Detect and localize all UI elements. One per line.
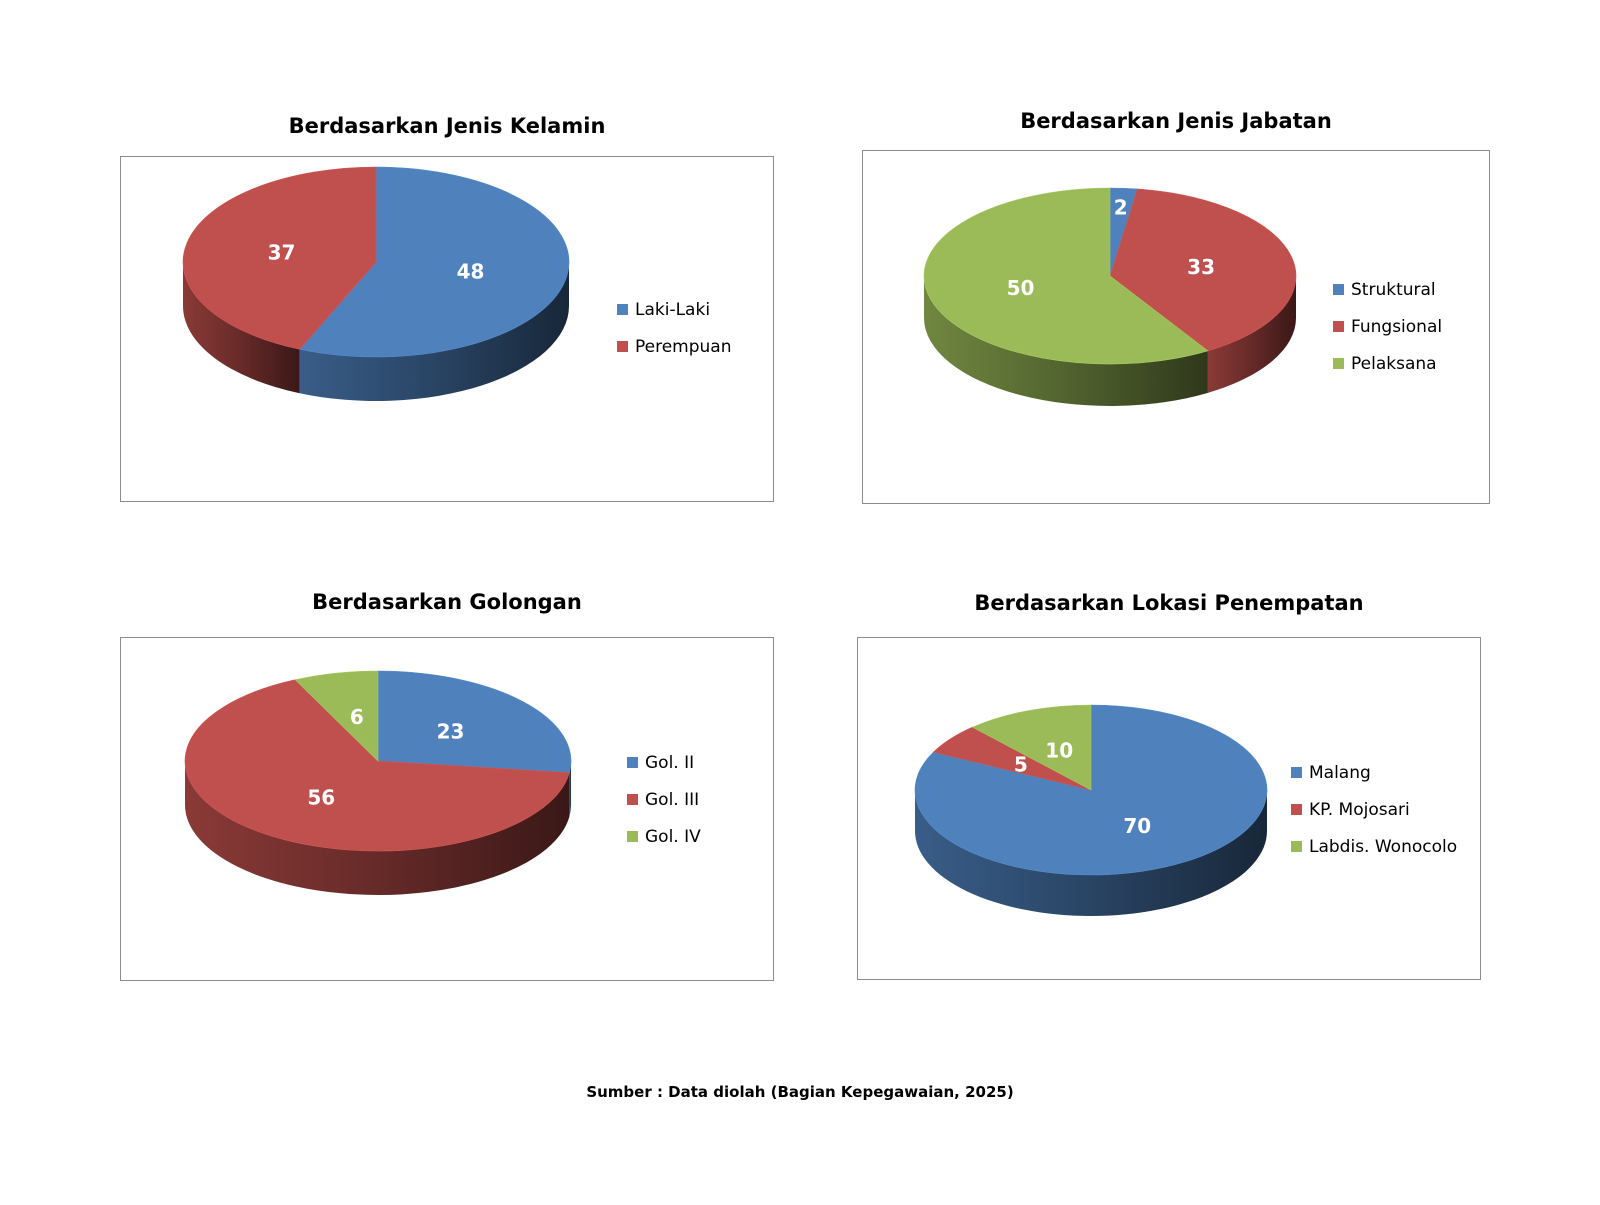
pie-slice-gol-iv: [294, 670, 379, 762]
data-label-perempuan: 37: [268, 240, 296, 264]
pie-chart-golongan: 23 56 6: [184, 670, 572, 895]
legend-item-labdis-wonocolo: Labdis. Wonocolo: [1291, 828, 1457, 865]
legend-item-fungsional: Fungsional: [1333, 308, 1442, 345]
legend-label: Fungsional: [1351, 316, 1443, 337]
pie-side-gol-ii: [569, 761, 571, 817]
data-label-gol-ii: 23: [437, 719, 465, 743]
legend-swatch: [1333, 358, 1344, 369]
pie-slice-laki-laki: [299, 166, 570, 358]
legend-swatch: [1333, 284, 1344, 295]
pie-slice-gol-ii: [377, 670, 572, 773]
legend-label: Labdis. Wonocolo: [1309, 836, 1458, 857]
legend-label: Gol. II: [645, 752, 695, 773]
legend-label: KP. Mojosari: [1309, 799, 1410, 820]
legend-item-struktural: Struktural: [1333, 271, 1442, 308]
legend-swatch: [627, 794, 638, 805]
chart-panel-jenis-jabatan: 2 33 50 Struktural Fungsional Pelaksana: [862, 150, 1490, 504]
legend-item-kp-mojosari: KP. Mojosari: [1291, 791, 1457, 828]
pie-side-gol-iii: [185, 761, 570, 895]
legend-label: Perempuan: [635, 336, 732, 357]
legend-item-gol-iv: Gol. IV: [627, 818, 701, 855]
pie-side-perempuan: [183, 262, 300, 394]
pie-chart-lokasi-penempatan: 70 5 10: [914, 704, 1268, 916]
legend-jenis-kelamin: Laki-Laki Perempuan: [617, 291, 732, 365]
legend-swatch: [617, 341, 628, 352]
pie-slice-pelaksana: [923, 187, 1209, 365]
data-label-gol-iii: 56: [307, 785, 335, 809]
legend-item-gol-ii: Gol. II: [627, 744, 701, 781]
legend-item-perempuan: Perempuan: [617, 328, 732, 365]
legend-swatch: [617, 304, 628, 315]
pie-side-laki-laki: [299, 262, 569, 401]
legend-label: Struktural: [1351, 279, 1436, 300]
data-label-labdis-wonocolo: 10: [1045, 738, 1073, 762]
legend-label: Gol. IV: [645, 826, 701, 847]
data-label-pelaksana: 50: [1007, 276, 1035, 300]
legend-label: Pelaksana: [1351, 353, 1437, 374]
chart-panel-jenis-kelamin: 48 37 Laki-Laki Perempuan: [120, 156, 774, 502]
data-label-laki-laki: 48: [457, 260, 485, 284]
data-label-kp-mojosari: 5: [1014, 752, 1028, 776]
data-label-struktural: 2: [1114, 196, 1128, 220]
source-note: Sumber : Data diolah (Bagian Kepegawaian…: [586, 1083, 1014, 1101]
pie-slice-fungsional: [1109, 188, 1297, 352]
legend-label: Gol. III: [645, 789, 700, 810]
legend-item-pelaksana: Pelaksana: [1333, 345, 1442, 382]
legend-swatch: [627, 757, 638, 768]
legend-jenis-jabatan: Struktural Fungsional Pelaksana: [1333, 271, 1442, 382]
pie-side-pelaksana: [924, 276, 1208, 406]
pie-slice-labdis-wonocolo: [971, 704, 1092, 791]
data-label-fungsional: 33: [1187, 255, 1215, 279]
chart-title-jenis-kelamin: Berdasarkan Jenis Kelamin: [288, 114, 606, 138]
legend-lokasi-penempatan: Malang KP. Mojosari Labdis. Wonocolo: [1291, 754, 1457, 865]
legend-swatch: [1333, 321, 1344, 332]
legend-item-gol-iii: Gol. III: [627, 781, 701, 818]
legend-item-malang: Malang: [1291, 754, 1457, 791]
legend-swatch: [1291, 841, 1302, 852]
legend-swatch: [1291, 804, 1302, 815]
legend-swatch: [1291, 767, 1302, 778]
pie-side-fungsional: [1207, 276, 1296, 393]
chart-title-lokasi-penempatan: Berdasarkan Lokasi Penempatan: [974, 591, 1364, 615]
data-label-gol-iv: 6: [350, 705, 364, 729]
chart-panel-golongan: 23 56 6 Gol. II Gol. III Gol. IV: [120, 637, 774, 981]
pie-slice-gol-iii: [184, 679, 570, 852]
legend-label: Malang: [1309, 762, 1371, 783]
pie-chart-jenis-jabatan: 2 33 50: [923, 187, 1297, 406]
legend-swatch: [627, 831, 638, 842]
chart-title-golongan: Berdasarkan Golongan: [312, 590, 582, 614]
legend-label: Laki-Laki: [635, 299, 711, 320]
legend-item-laki-laki: Laki-Laki: [617, 291, 732, 328]
pie-chart-jenis-kelamin: 48 37: [182, 166, 570, 401]
pie-side-malang: [915, 790, 1267, 916]
chart-title-jenis-jabatan: Berdasarkan Jenis Jabatan: [1020, 109, 1332, 133]
legend-golongan: Gol. II Gol. III Gol. IV: [627, 744, 701, 855]
data-label-malang: 70: [1123, 814, 1151, 838]
chart-panel-lokasi-penempatan: 70 5 10 Malang KP. Mojosari Labdis. Wonocolo: [857, 637, 1481, 980]
pie-slice-perempuan: [182, 166, 377, 350]
